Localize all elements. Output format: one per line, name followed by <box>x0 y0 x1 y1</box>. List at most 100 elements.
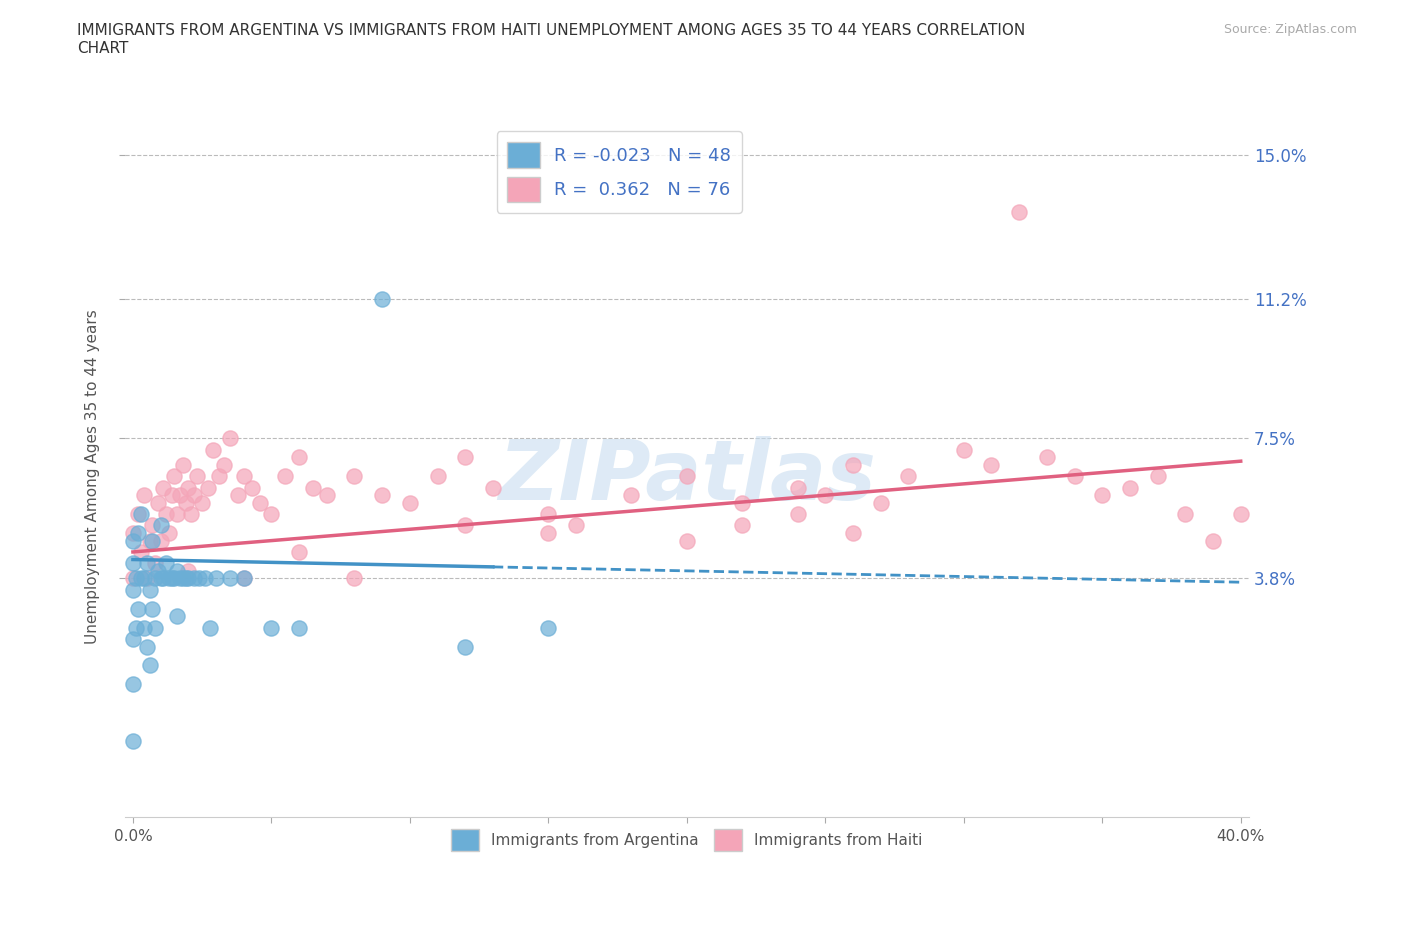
Point <box>180 507 202 522</box>
Text: IMMIGRANTS FROM ARGENTINA VS IMMIGRANTS FROM HAITI UNEMPLOYMENT AMONG AGES 35 TO: IMMIGRANTS FROM ARGENTINA VS IMMIGRANTS … <box>77 23 1025 56</box>
Point <box>288 620 311 635</box>
Point <box>135 556 157 571</box>
Point <box>426 469 449 484</box>
Point <box>302 480 325 495</box>
Point <box>149 518 172 533</box>
Point <box>163 571 186 586</box>
Point <box>122 734 145 749</box>
Point <box>146 496 169 511</box>
Point <box>188 571 211 586</box>
Point <box>174 571 197 586</box>
Point <box>343 571 366 586</box>
Point <box>183 487 205 502</box>
Point <box>454 450 477 465</box>
Point <box>122 525 145 540</box>
Point <box>842 458 865 472</box>
Point <box>155 556 177 571</box>
Point <box>194 571 217 586</box>
Point <box>155 507 177 522</box>
Point <box>205 571 228 586</box>
Point <box>197 480 219 495</box>
Point <box>143 556 166 571</box>
Point <box>454 518 477 533</box>
Point <box>786 480 808 495</box>
Point <box>814 487 837 502</box>
Point <box>675 533 697 548</box>
Point <box>172 571 194 586</box>
Point <box>1008 204 1031 219</box>
Point <box>160 487 183 502</box>
Point <box>122 556 145 571</box>
Point <box>1202 533 1225 548</box>
Point <box>122 677 145 692</box>
Point <box>371 291 394 306</box>
Point <box>174 496 197 511</box>
Point <box>186 469 208 484</box>
Point <box>1036 450 1059 465</box>
Point <box>1146 469 1168 484</box>
Point <box>149 533 172 548</box>
Point <box>169 487 191 502</box>
Point <box>260 507 283 522</box>
Point <box>141 533 163 548</box>
Point <box>125 620 148 635</box>
Legend: Immigrants from Argentina, Immigrants from Haiti: Immigrants from Argentina, Immigrants fr… <box>446 823 928 857</box>
Point <box>177 564 200 578</box>
Point <box>129 571 152 586</box>
Text: Source: ZipAtlas.com: Source: ZipAtlas.com <box>1223 23 1357 36</box>
Point <box>1174 507 1197 522</box>
Point <box>135 639 157 654</box>
Point <box>127 602 149 617</box>
Point <box>129 544 152 559</box>
Point <box>537 507 560 522</box>
Point <box>218 431 240 445</box>
Point <box>125 571 148 586</box>
Point <box>232 571 254 586</box>
Point <box>454 639 477 654</box>
Point <box>249 496 271 511</box>
Point <box>122 533 145 548</box>
Point <box>157 525 180 540</box>
Point <box>200 620 222 635</box>
Point <box>1063 469 1085 484</box>
Point <box>143 620 166 635</box>
Point <box>274 469 297 484</box>
Point <box>177 571 200 586</box>
Point <box>127 525 149 540</box>
Point <box>537 525 560 540</box>
Point <box>127 507 149 522</box>
Point <box>172 458 194 472</box>
Point <box>731 518 754 533</box>
Point <box>240 480 263 495</box>
Text: ZIPatlas: ZIPatlas <box>498 436 876 517</box>
Point <box>214 458 236 472</box>
Point <box>166 564 188 578</box>
Point <box>202 443 225 458</box>
Point <box>141 602 163 617</box>
Point <box>166 609 188 624</box>
Point <box>138 658 160 673</box>
Point <box>157 571 180 586</box>
Point <box>132 571 155 586</box>
Point <box>163 469 186 484</box>
Point <box>160 571 183 586</box>
Point <box>138 533 160 548</box>
Point <box>869 496 891 511</box>
Point <box>980 458 1002 472</box>
Point <box>731 496 754 511</box>
Point <box>152 571 174 586</box>
Point <box>183 571 205 586</box>
Point <box>675 469 697 484</box>
Point <box>371 487 394 502</box>
Point <box>399 496 422 511</box>
Point <box>952 443 974 458</box>
Point <box>177 480 200 495</box>
Point <box>122 631 145 646</box>
Point <box>132 620 155 635</box>
Point <box>232 571 254 586</box>
Point <box>146 564 169 578</box>
Point <box>620 487 643 502</box>
Point <box>169 571 191 586</box>
Point <box>132 487 155 502</box>
Point <box>135 571 157 586</box>
